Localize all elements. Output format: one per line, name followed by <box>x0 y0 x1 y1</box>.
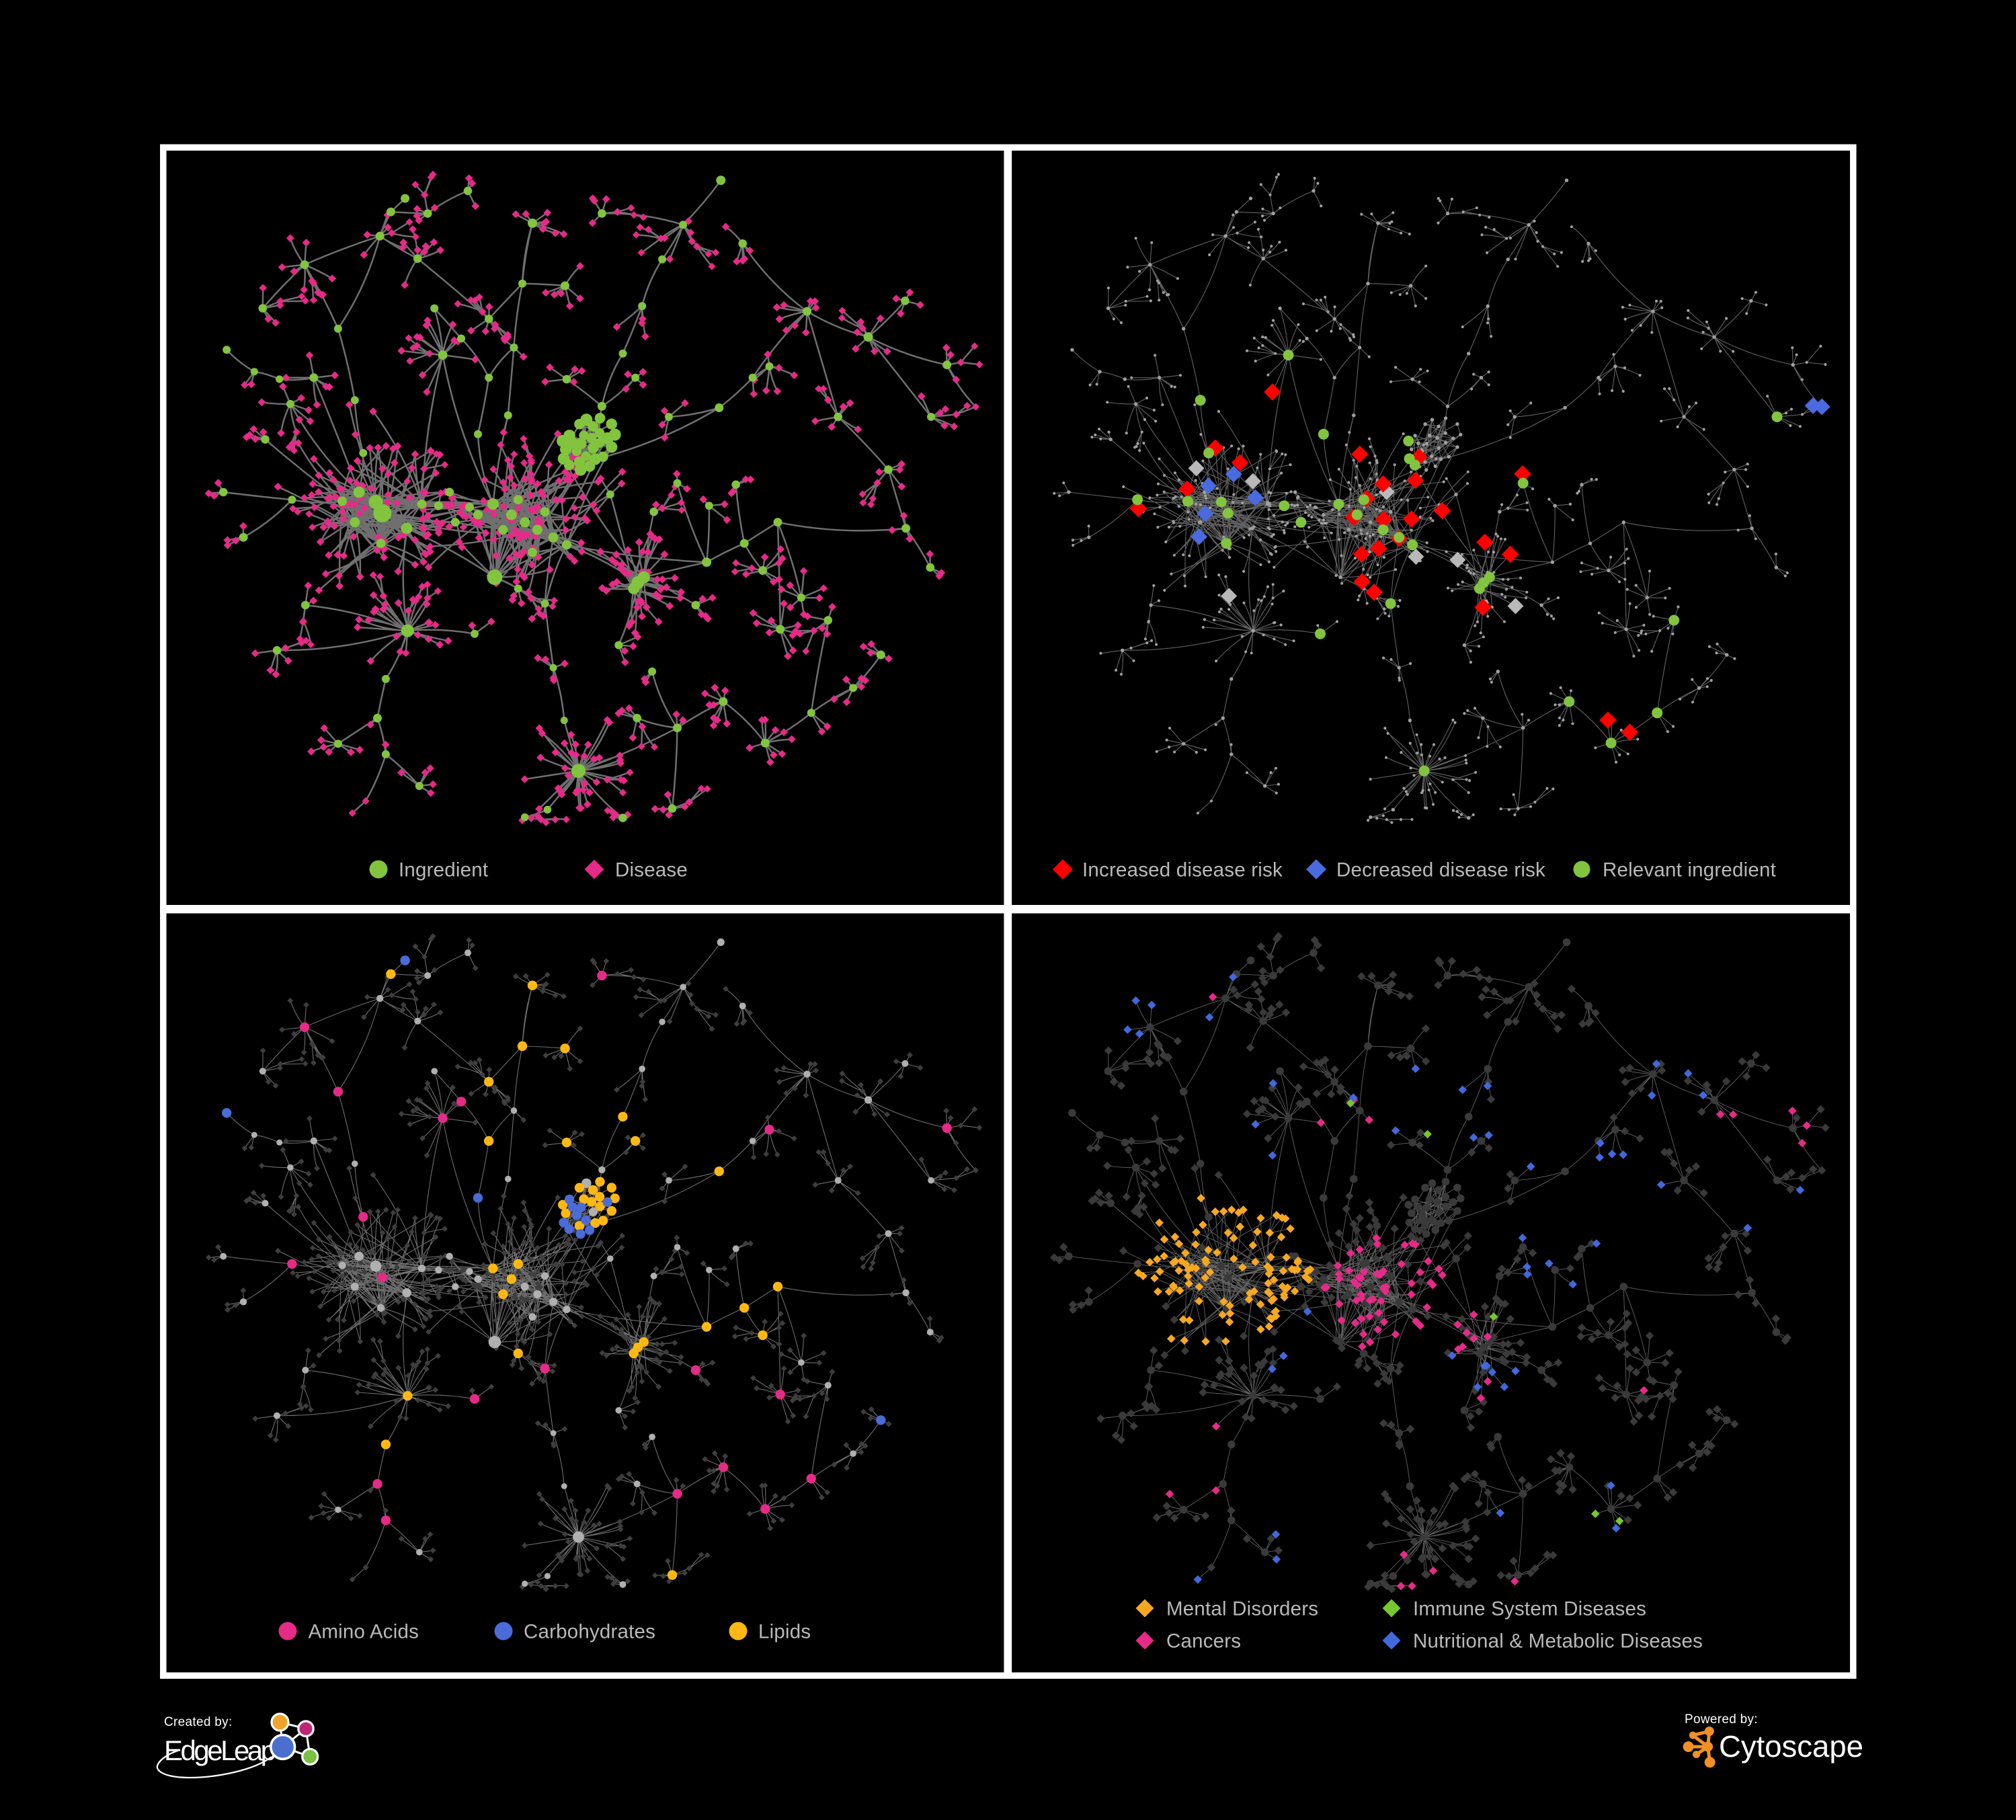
svg-text:Decreased disease risk: Decreased disease risk <box>1336 859 1545 881</box>
svg-text:Powered by:: Powered by: <box>1685 1712 1758 1727</box>
svg-text:Cancers: Cancers <box>1166 1630 1241 1653</box>
svg-text:Relevant ingredient: Relevant ingredient <box>1603 859 1776 881</box>
svg-text:Lipids: Lipids <box>758 1621 811 1643</box>
svg-text:Immune System Diseases: Immune System Diseases <box>1413 1598 1646 1620</box>
svg-text:Mental Disorders: Mental Disorders <box>1166 1598 1318 1620</box>
svg-text:Carbohydrates: Carbohydrates <box>524 1621 655 1643</box>
svg-text:Amino Acids: Amino Acids <box>309 1621 419 1643</box>
svg-text:Nutritional & Metabolic Diseas: Nutritional & Metabolic Diseases <box>1413 1630 1703 1653</box>
svg-text:Increased disease risk: Increased disease risk <box>1082 859 1283 881</box>
svg-text:Cytoscape: Cytoscape <box>1719 1729 1863 1764</box>
svg-text:Disease: Disease <box>615 859 688 881</box>
svg-text:Created by:: Created by: <box>164 1715 233 1729</box>
svg-text:EdgeLeap: EdgeLeap <box>164 1735 276 1766</box>
svg-text:Ingredient: Ingredient <box>399 859 488 881</box>
